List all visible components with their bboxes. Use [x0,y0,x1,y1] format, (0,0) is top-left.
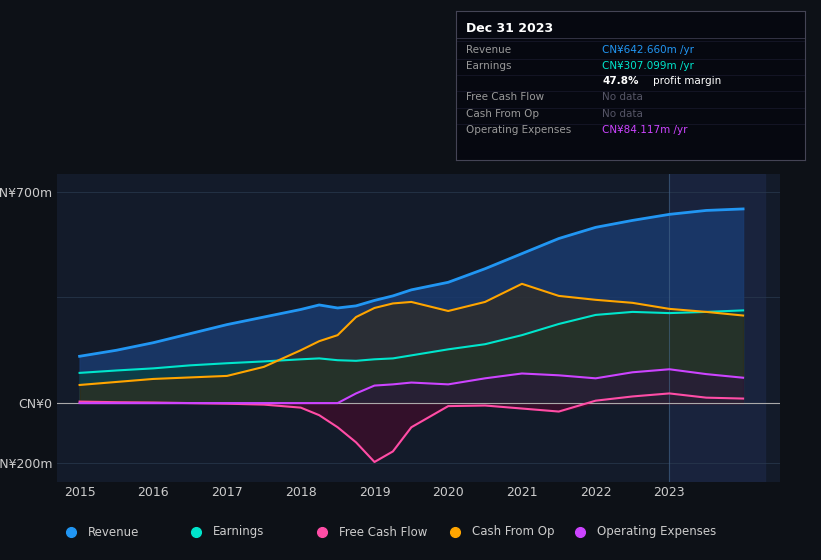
Text: No data: No data [603,109,643,119]
Text: Cash From Op: Cash From Op [466,109,539,119]
Text: Revenue: Revenue [466,45,511,55]
Text: Dec 31 2023: Dec 31 2023 [466,22,553,35]
Text: profit margin: profit margin [653,76,721,86]
Text: Earnings: Earnings [213,525,264,539]
Text: Revenue: Revenue [88,525,139,539]
Text: Free Cash Flow: Free Cash Flow [466,92,544,102]
Bar [669,174,765,482]
Text: Free Cash Flow: Free Cash Flow [339,525,427,539]
Text: Cash From Op: Cash From Op [472,525,554,539]
Text: 47.8%: 47.8% [603,76,639,86]
Text: CN¥642.660m /yr: CN¥642.660m /yr [603,45,695,55]
Text: Operating Expenses: Operating Expenses [466,125,571,135]
Text: Operating Expenses: Operating Expenses [598,525,717,539]
Text: CN¥307.099m /yr: CN¥307.099m /yr [603,61,694,71]
Text: No data: No data [603,92,643,102]
Text: CN¥84.117m /yr: CN¥84.117m /yr [603,125,688,135]
Text: Earnings: Earnings [466,61,511,71]
